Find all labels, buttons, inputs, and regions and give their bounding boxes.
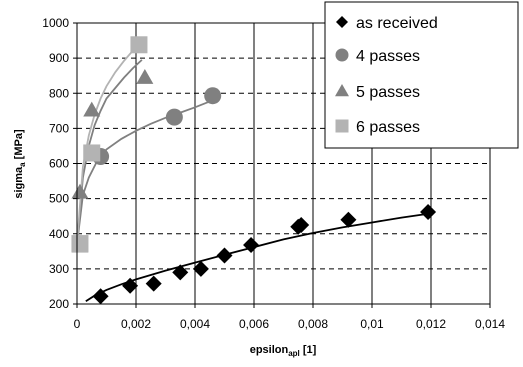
data-point <box>293 216 310 233</box>
data-point <box>243 236 260 253</box>
legend-label: 6 passes <box>356 119 420 136</box>
data-point <box>192 260 209 277</box>
data-point <box>130 36 148 54</box>
y-axis-label: sigmaa [MPa] <box>13 129 27 199</box>
x-tick-label: 0,01 <box>360 317 384 331</box>
y-tick-label: 700 <box>49 121 69 135</box>
x-tick-label: 0,008 <box>298 317 328 331</box>
legend-label: 4 passes <box>356 48 420 65</box>
data-point <box>92 288 109 305</box>
y-tick-label: 300 <box>49 262 69 276</box>
legend: as received 4 passes 5 passes 6 passes <box>324 1 519 149</box>
y-tick-label: 500 <box>49 192 69 206</box>
legend-marker <box>335 84 349 97</box>
data-point <box>172 264 189 281</box>
y-tick-label: 900 <box>49 51 69 65</box>
trend-line <box>77 99 214 245</box>
x-axis-ticks: 0 0,002 0,004 0,006 0,008 0,01 0,012 0,014 <box>74 304 505 331</box>
x-tick-label: 0,004 <box>180 317 210 331</box>
data-point <box>71 235 89 253</box>
legend-marker <box>335 119 349 133</box>
data-point <box>122 277 139 294</box>
legend-label: 5 passes <box>356 84 420 101</box>
data-point <box>420 203 437 220</box>
legend-marker <box>335 48 349 62</box>
data-point <box>71 183 89 199</box>
y-tick-label: 200 <box>49 297 69 311</box>
data-point <box>136 68 154 84</box>
y-tick-label: 600 <box>49 157 69 171</box>
data-point <box>204 87 222 105</box>
data-point <box>216 247 233 264</box>
data-points <box>71 36 437 305</box>
y-axis-ticks: 200 300 400 500 600 700 800 900 1000 <box>42 16 77 311</box>
x-tick-label: 0,006 <box>239 317 269 331</box>
data-point <box>145 275 162 292</box>
y-tick-label: 400 <box>49 227 69 241</box>
x-tick-label: 0,014 <box>475 317 505 331</box>
trend-line <box>77 59 143 245</box>
legend-label: as received <box>356 15 438 32</box>
legend-box <box>324 1 519 149</box>
x-tick-label: 0,012 <box>416 317 446 331</box>
data-point <box>83 144 101 162</box>
y-tick-label: 800 <box>49 86 69 100</box>
data-point <box>340 211 357 228</box>
data-point <box>83 101 101 117</box>
x-axis-label: epsilonapl [1] <box>250 344 317 358</box>
x-tick-label: 0,002 <box>121 317 151 331</box>
y-tick-label: 1000 <box>42 16 69 30</box>
x-tick-label: 0 <box>74 317 81 331</box>
legend-marker <box>336 16 348 28</box>
data-point <box>165 108 183 126</box>
